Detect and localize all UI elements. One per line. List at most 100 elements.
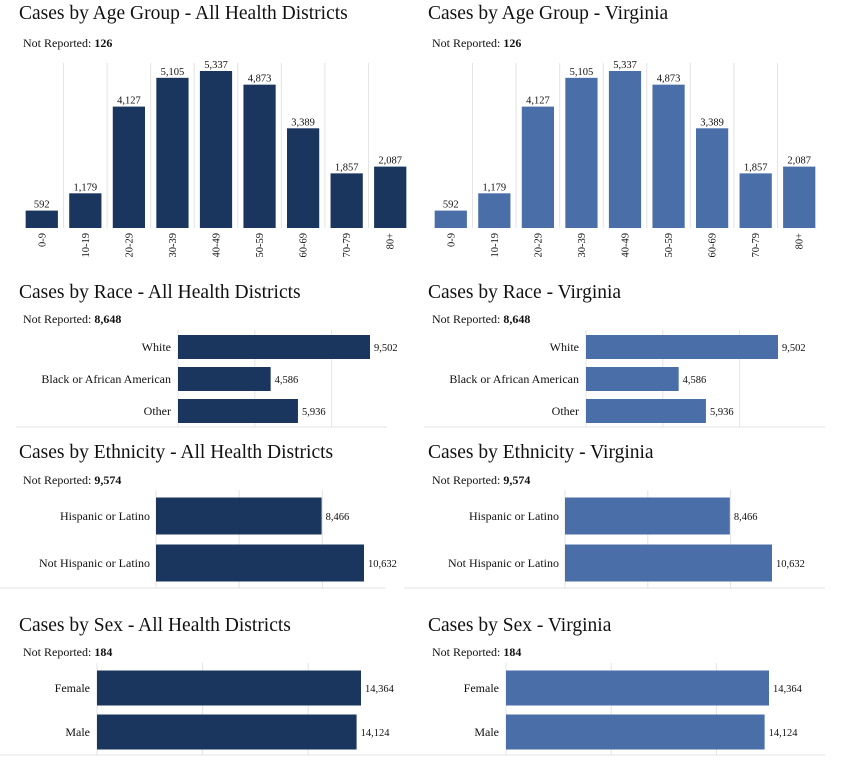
bar-80+	[783, 166, 816, 228]
bar-30-39	[565, 77, 598, 229]
not-reported-label: Not Reported:	[23, 36, 92, 50]
data-label: 9,502	[374, 343, 398, 354]
not-reported-value: 8,648	[503, 312, 531, 326]
category-label: Male	[474, 725, 499, 739]
sex-va-title: Cases by Sex - Virginia	[428, 615, 612, 636]
category-label: Not Hispanic or Latino	[39, 556, 150, 570]
data-label: 4,586	[683, 375, 707, 386]
data-label: 14,124	[769, 728, 799, 739]
data-label: 3,389	[291, 117, 315, 128]
tick-label: 50-59	[255, 233, 266, 258]
bar-0-9	[25, 210, 58, 228]
not-reported-value: 9,574	[94, 473, 122, 487]
data-label: 10,632	[368, 559, 397, 570]
bar-male	[97, 714, 357, 750]
data-label: 2,087	[378, 156, 402, 167]
not-reported-value: 9,574	[503, 473, 531, 487]
data-label: 4,127	[526, 96, 550, 107]
not-reported-label: Not Reported:	[23, 473, 92, 487]
eth-va-title: Cases by Ethnicity - Virginia	[428, 442, 654, 463]
tick-label: 80+	[795, 233, 806, 250]
bar-60-69	[695, 128, 729, 228]
bar-40-49	[608, 71, 642, 228]
not-reported-label: Not Reported:	[432, 36, 501, 50]
bar-50-59	[243, 84, 276, 228]
bar-hispanic-or-latino	[565, 497, 730, 535]
bar-black-or-african-american	[178, 367, 271, 391]
race-all-not-reported: Not Reported: 8,648	[23, 312, 121, 327]
data-label: 5,337	[613, 60, 637, 71]
bar-black-or-african-american	[586, 367, 679, 391]
bar-10-19	[69, 193, 102, 228]
eth-all-not-reported: Not Reported: 9,574	[23, 473, 121, 488]
data-label: 14,364	[365, 684, 395, 695]
bar-other	[586, 399, 706, 423]
sex-va-not-reported: Not Reported: 184	[432, 645, 521, 660]
data-label: 592	[443, 200, 459, 211]
category-label: Black or African American	[449, 372, 579, 386]
data-label: 4,873	[248, 74, 272, 85]
category-label: Other	[552, 404, 579, 418]
race-va-not-reported: Not Reported: 8,648	[432, 312, 530, 327]
bar-male	[506, 714, 765, 750]
data-label: 1,179	[483, 182, 507, 193]
data-label: 10,632	[776, 559, 805, 570]
data-label: 2,087	[787, 156, 811, 167]
data-label: 1,857	[335, 162, 359, 173]
tick-label: 0-9	[446, 233, 457, 247]
bar-20-29	[112, 106, 146, 228]
not-reported-value: 184	[94, 645, 113, 659]
bar-70-79	[739, 173, 772, 228]
data-label: 1,857	[744, 162, 768, 173]
age-va-not-reported: Not Reported: 126	[432, 36, 521, 51]
age-all-not-reported: Not Reported: 126	[23, 36, 112, 51]
category-label: Other	[144, 404, 171, 418]
eth-all-title: Cases by Ethnicity - All Health District…	[19, 442, 334, 463]
bar-other	[178, 399, 298, 423]
data-label: 5,337	[204, 60, 228, 71]
age-va-title: Cases by Age Group - Virginia	[428, 3, 669, 24]
bar-80+	[374, 166, 407, 228]
bar-40-49	[199, 71, 233, 228]
sex-all-not-reported: Not Reported: 184	[23, 645, 112, 660]
tick-label: 10-19	[81, 233, 92, 258]
race-all-title: Cases by Race - All Health Districts	[19, 282, 301, 303]
category-label: Hispanic or Latino	[469, 509, 559, 523]
race-va-title: Cases by Race - Virginia	[428, 282, 622, 303]
category-label: Female	[464, 681, 499, 695]
data-label: 9,502	[782, 343, 806, 354]
sex-all-title: Cases by Sex - All Health Districts	[19, 615, 291, 636]
data-label: 592	[34, 200, 50, 211]
bar-0-9	[434, 210, 467, 228]
tick-label: 10-19	[490, 233, 501, 258]
data-label: 1,179	[74, 182, 98, 193]
bar-not-hispanic-or-latino	[156, 544, 364, 582]
bar-50-59	[652, 84, 685, 228]
data-label: 14,124	[361, 728, 391, 739]
data-label: 14,364	[773, 684, 803, 695]
category-label: Black or African American	[41, 372, 171, 386]
category-label: Female	[55, 681, 90, 695]
data-label: 5,105	[570, 67, 594, 78]
bar-10-19	[478, 193, 511, 228]
data-label: 5,105	[161, 67, 185, 78]
category-label: Hispanic or Latino	[60, 509, 150, 523]
tick-label: 60-69	[299, 233, 310, 258]
bar-hispanic-or-latino	[156, 497, 322, 535]
tick-label: 50-59	[664, 233, 675, 258]
bar-not-hispanic-or-latino	[565, 544, 772, 582]
data-label: 8,466	[326, 512, 350, 523]
bar-30-39	[156, 77, 189, 229]
bar-70-79	[330, 173, 363, 228]
data-label: 4,873	[657, 74, 681, 85]
not-reported-label: Not Reported:	[23, 312, 92, 326]
category-label: Not Hispanic or Latino	[448, 556, 559, 570]
not-reported-value: 184	[503, 645, 522, 659]
tick-label: 40-49	[621, 233, 632, 258]
bar-20-29	[521, 106, 555, 228]
tick-label: 60-69	[708, 233, 719, 258]
bar-white	[586, 335, 778, 359]
data-label: 5,936	[710, 407, 734, 418]
category-label: White	[142, 340, 171, 354]
